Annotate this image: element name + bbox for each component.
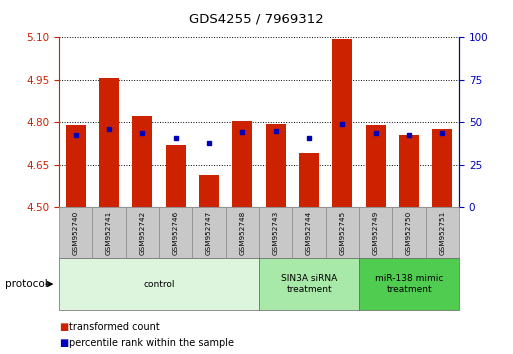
- Bar: [232, 121, 252, 207]
- Bar: [199, 175, 219, 207]
- Bar: [399, 135, 419, 207]
- Bar: [359, 258, 459, 310]
- Text: GSM952743: GSM952743: [273, 211, 279, 255]
- Bar: [66, 125, 86, 207]
- Text: GSM952746: GSM952746: [173, 211, 179, 255]
- Text: GSM952745: GSM952745: [340, 211, 345, 255]
- Bar: [292, 207, 326, 258]
- Bar: [426, 207, 459, 258]
- Bar: [332, 39, 352, 207]
- Text: GSM952740: GSM952740: [73, 211, 78, 255]
- Bar: [259, 258, 359, 310]
- Text: GSM952751: GSM952751: [440, 211, 445, 255]
- Text: GSM952742: GSM952742: [140, 211, 145, 255]
- Bar: [432, 129, 452, 207]
- Text: SIN3A siRNA
treatment: SIN3A siRNA treatment: [281, 274, 337, 294]
- Text: GSM952749: GSM952749: [373, 211, 379, 255]
- Bar: [299, 153, 319, 207]
- Text: ■: ■: [59, 322, 68, 332]
- Text: transformed count: transformed count: [69, 322, 160, 332]
- Bar: [366, 125, 386, 207]
- Bar: [159, 207, 192, 258]
- Text: protocol: protocol: [5, 279, 48, 289]
- Bar: [259, 207, 292, 258]
- Bar: [266, 124, 286, 207]
- Bar: [326, 207, 359, 258]
- Text: percentile rank within the sample: percentile rank within the sample: [69, 338, 234, 348]
- Bar: [132, 116, 152, 207]
- Bar: [392, 207, 426, 258]
- Text: miR-138 mimic
treatment: miR-138 mimic treatment: [375, 274, 443, 294]
- Bar: [166, 145, 186, 207]
- Bar: [59, 207, 92, 258]
- Text: GSM952748: GSM952748: [240, 211, 245, 255]
- Bar: [192, 207, 226, 258]
- Text: GSM952750: GSM952750: [406, 211, 412, 255]
- Bar: [92, 207, 126, 258]
- Bar: [359, 207, 392, 258]
- Text: ■: ■: [59, 338, 68, 348]
- Bar: [99, 78, 119, 207]
- Bar: [59, 258, 259, 310]
- Text: GSM952744: GSM952744: [306, 211, 312, 255]
- Text: GSM952741: GSM952741: [106, 211, 112, 255]
- Text: GSM952747: GSM952747: [206, 211, 212, 255]
- Text: control: control: [143, 280, 175, 289]
- Bar: [226, 207, 259, 258]
- Text: GDS4255 / 7969312: GDS4255 / 7969312: [189, 12, 324, 25]
- Bar: [126, 207, 159, 258]
